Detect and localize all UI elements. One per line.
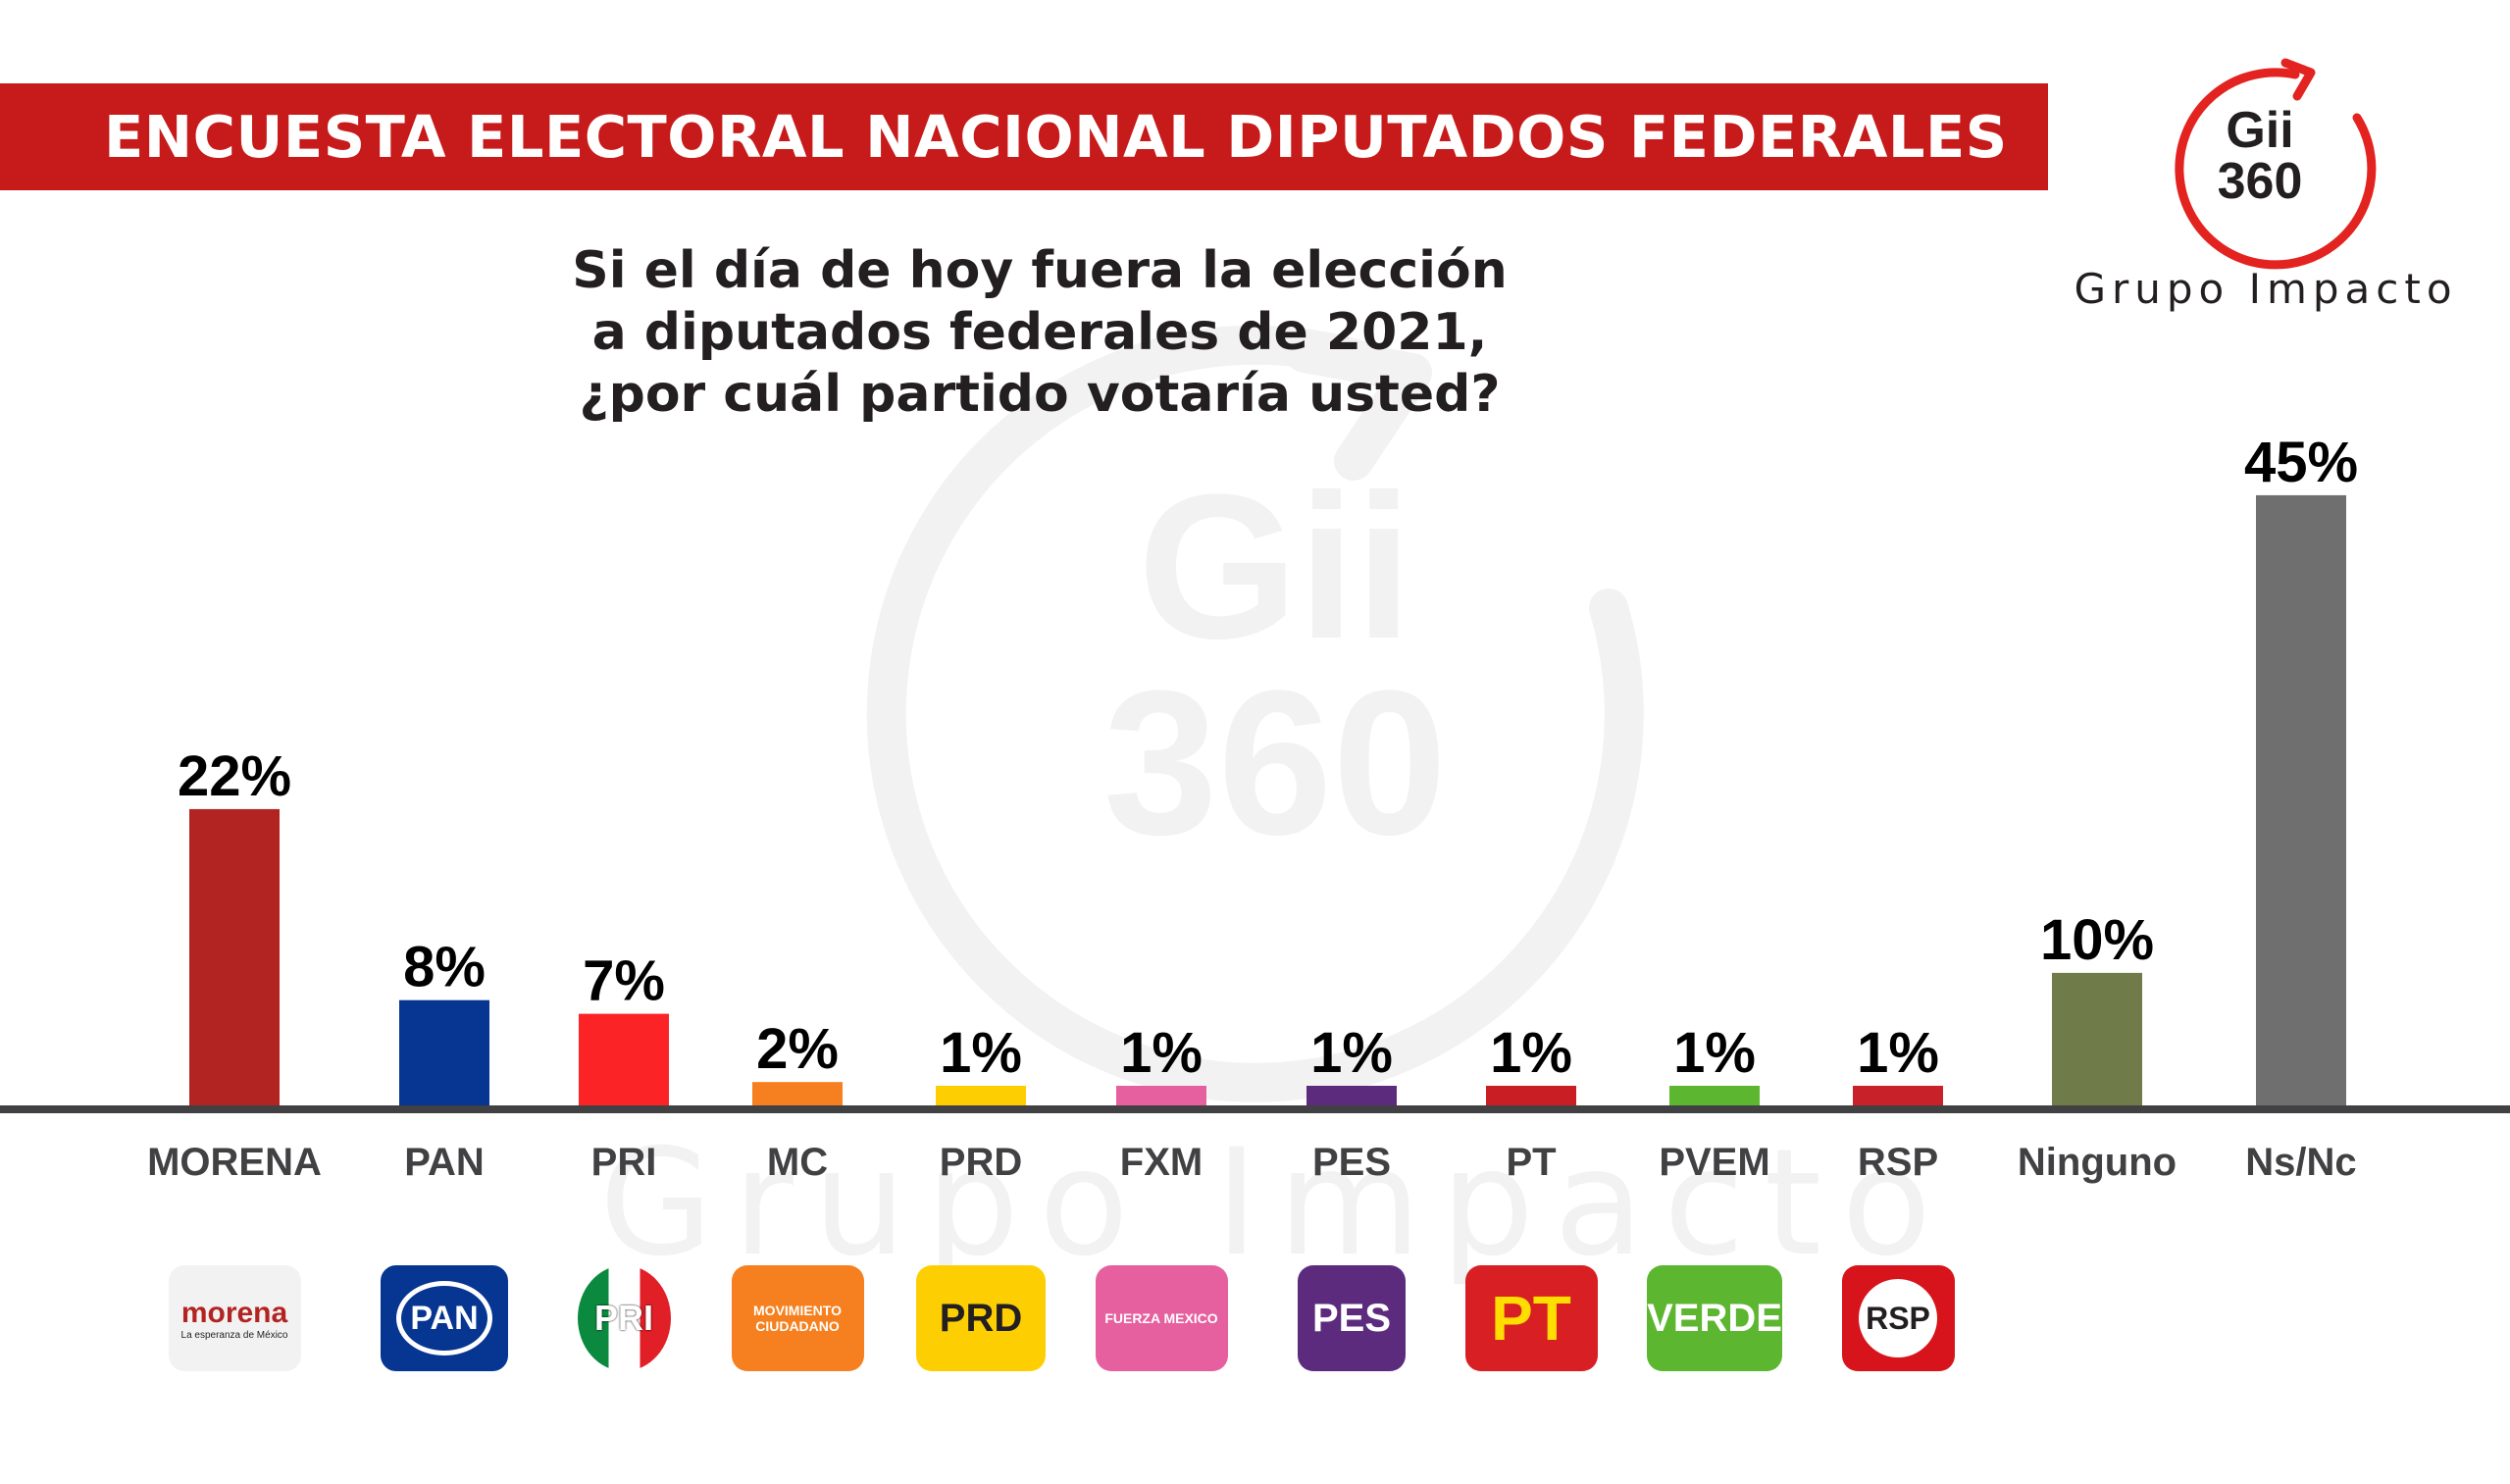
watermark-caption: Grupo Impacto bbox=[598, 1118, 1952, 1289]
survey-question: Si el día de hoy fuera la elección a dip… bbox=[451, 240, 1628, 426]
value-label: 7% bbox=[583, 949, 665, 1013]
rsp-logo: RSP bbox=[1841, 1265, 1955, 1371]
logo-line2: 360 bbox=[2218, 153, 2303, 210]
title-banner: ENCUESTA ELECTORAL NACIONAL DIPUTADOS FE… bbox=[0, 83, 2048, 190]
logo-wordmark: VERDE bbox=[1647, 1296, 1782, 1340]
watermark-line1: Gii bbox=[1138, 451, 1412, 682]
watermark-line2: 360 bbox=[1103, 647, 1447, 878]
pt-logo-text: PT bbox=[1491, 1282, 1571, 1355]
logo-wordmark: morena bbox=[180, 1296, 288, 1329]
category-label: PES bbox=[1312, 1141, 1391, 1184]
pan-logo: PAN bbox=[381, 1265, 508, 1371]
logo-tagline: La esperanza de México bbox=[180, 1329, 288, 1341]
bar-pan bbox=[399, 999, 489, 1109]
morena-logo: morena La esperanza de México bbox=[168, 1265, 301, 1371]
bar-pri bbox=[579, 1013, 669, 1109]
category-label: Ninguno bbox=[2018, 1141, 2177, 1184]
value-label: 1% bbox=[1673, 1021, 1756, 1085]
watermark-logo: Gii 360 bbox=[866, 325, 1644, 1102]
pes-logo-text: PES bbox=[1312, 1297, 1391, 1341]
rsp-logo-text: RSP bbox=[1859, 1279, 1937, 1357]
logo-wordmark: PT bbox=[1491, 1283, 1571, 1354]
logo-line1: Gii bbox=[2226, 102, 2293, 159]
logo-wordmark: RSP bbox=[1866, 1300, 1930, 1336]
page-title: ENCUESTA ELECTORAL NACIONAL DIPUTADOS FE… bbox=[104, 103, 2008, 171]
category-label: PVEM bbox=[1659, 1141, 1769, 1184]
pes-logo: PES bbox=[1298, 1265, 1406, 1371]
pt-logo: PT bbox=[1464, 1265, 1598, 1371]
bar-mc bbox=[752, 1082, 843, 1109]
question-line-2: a diputados federales de 2021, bbox=[591, 303, 1488, 362]
logo-wordmark: PAN bbox=[410, 1299, 479, 1337]
value-label: 45% bbox=[2244, 431, 2358, 494]
logo-wordmark: FUERZA MEXICO bbox=[1104, 1310, 1218, 1326]
mc-logo: MOVIMIENTO CIUDADANO bbox=[731, 1265, 864, 1371]
value-label: 1% bbox=[1857, 1021, 1939, 1085]
logo-wordmark: MOVIMIENTO CIUDADANO bbox=[753, 1303, 842, 1334]
verde-logo-text: VERDE bbox=[1647, 1297, 1782, 1341]
morena-logo-text: morena La esperanza de México bbox=[181, 1297, 288, 1341]
value-label: 1% bbox=[1490, 1021, 1572, 1085]
bar-morena bbox=[189, 808, 280, 1109]
category-label: FXM bbox=[1120, 1141, 1203, 1184]
watermark-arrow-icon bbox=[1285, 333, 1432, 481]
x-axis-baseline bbox=[0, 1105, 2510, 1113]
category-label: PRI bbox=[591, 1141, 657, 1184]
question-line-1: Si el día de hoy fuera la elección bbox=[572, 241, 1508, 300]
watermark-ring-icon bbox=[866, 325, 1644, 1102]
category-label: MORENA bbox=[147, 1141, 322, 1184]
pri-logo-text: PRI bbox=[594, 1298, 653, 1339]
pri-logo: PRI bbox=[577, 1265, 671, 1371]
mc-logo-text: MOVIMIENTO CIUDADANO bbox=[740, 1303, 856, 1334]
prd-logo: PRD bbox=[916, 1265, 1046, 1371]
value-label: 2% bbox=[756, 1017, 839, 1081]
category-label: RSP bbox=[1858, 1141, 1938, 1184]
category-label: PAN bbox=[404, 1141, 484, 1184]
verde-logo: VERDE bbox=[1647, 1265, 1782, 1371]
gii360-logo: Gii 360 bbox=[2175, 58, 2377, 270]
logo-wordmark: PRI bbox=[593, 1298, 653, 1338]
value-label: 1% bbox=[1120, 1021, 1203, 1085]
value-label: 8% bbox=[403, 936, 486, 999]
logo-ring-icon bbox=[2175, 68, 2377, 270]
logo-arrow-icon bbox=[2280, 58, 2316, 101]
logo-wordmark: PES bbox=[1311, 1296, 1392, 1340]
value-label: 1% bbox=[940, 1021, 1022, 1085]
bar-ns-nc bbox=[2256, 494, 2346, 1109]
logo-wordmark: PRD bbox=[939, 1296, 1023, 1340]
fxm-logo-text: FUERZA MEXICO bbox=[1103, 1310, 1220, 1326]
category-label: PT bbox=[1506, 1141, 1556, 1184]
value-label: 22% bbox=[178, 744, 291, 808]
prd-logo-text: PRD bbox=[940, 1297, 1022, 1341]
pan-logo-text: PAN bbox=[396, 1281, 492, 1356]
category-label: PRD bbox=[940, 1141, 1022, 1184]
category-label: Ns/Nc bbox=[2245, 1141, 2356, 1184]
value-label: 10% bbox=[2040, 908, 2154, 972]
category-label: MC bbox=[767, 1141, 828, 1184]
value-label: 1% bbox=[1310, 1021, 1393, 1085]
question-line-3: ¿por cuál partido votaría usted? bbox=[579, 365, 1501, 424]
bar-ninguno bbox=[2052, 972, 2142, 1109]
brand-name: Grupo Impacto bbox=[2074, 265, 2458, 313]
fxm-logo: FUERZA MEXICO bbox=[1095, 1265, 1228, 1371]
